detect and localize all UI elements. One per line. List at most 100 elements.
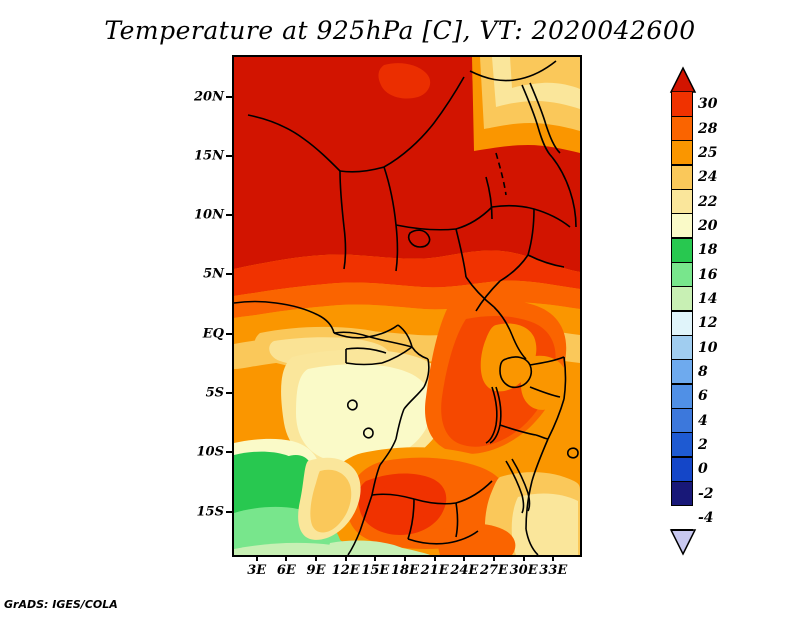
colorbar-arrows xyxy=(669,66,697,556)
colorbar-divider xyxy=(671,310,693,312)
colorbar-tick-label: 22 xyxy=(698,193,718,210)
colorbar-tick-label: 28 xyxy=(698,120,718,137)
colorbar-divider xyxy=(671,456,693,458)
x-axis-tick-label: 27E xyxy=(479,563,508,578)
y-axis-tick-label: 15N xyxy=(194,148,224,164)
y-axis-tick-label: 10S xyxy=(196,444,224,460)
x-axis-tick-mark xyxy=(463,555,466,561)
colorbar-divider xyxy=(671,188,693,191)
colorbar-band xyxy=(671,189,693,214)
colorbar-tick-label: 0 xyxy=(698,461,708,478)
colorbar-divider xyxy=(671,407,693,410)
x-axis-tick-label: 12E xyxy=(331,563,360,578)
colorbar-band xyxy=(671,384,693,409)
colorbar-tick-label: 25 xyxy=(698,144,718,161)
map-plot-area xyxy=(232,55,582,557)
colorbar-tick-label: 2 xyxy=(698,436,708,453)
y-axis-tick-label: 5N xyxy=(203,266,224,282)
colorbar-divider xyxy=(671,529,693,531)
x-axis-tick-mark xyxy=(255,555,258,561)
colorbar-band xyxy=(671,481,693,506)
y-axis-tick-mark xyxy=(226,451,232,454)
colorbar-divider xyxy=(671,334,693,337)
colorbar-band xyxy=(671,116,693,141)
y-axis-tick-mark xyxy=(226,510,232,513)
colorbar-divider xyxy=(671,237,693,239)
colorbar-tick-label: 24 xyxy=(698,169,718,186)
colorbar-divider xyxy=(671,212,693,215)
x-axis-tick-mark xyxy=(285,555,288,561)
colorbar-band xyxy=(671,408,693,433)
colorbar-band xyxy=(671,335,693,360)
colorbar-band xyxy=(671,286,693,311)
colorbar-band xyxy=(671,140,693,165)
colorbar-divider xyxy=(671,285,693,288)
y-axis-tick-label: 15S xyxy=(196,504,224,519)
map-canvas xyxy=(234,57,580,555)
colorbar-band xyxy=(671,165,693,190)
colorbar: 30 28 25 24 22 20 18 16 14 12 10 8 6 4 2 0 -2 -4 xyxy=(668,66,717,556)
x-axis-tick-mark xyxy=(433,555,436,561)
y-axis-tick-mark xyxy=(226,273,232,276)
colorbar-tick-label: 16 xyxy=(698,266,718,283)
colorbar-divider xyxy=(671,383,693,385)
colorbar-divider xyxy=(671,164,693,166)
y-axis-tick-mark xyxy=(226,391,232,394)
colorbar-tick-label: 10 xyxy=(698,339,718,356)
x-axis-tick-label: 24E xyxy=(450,563,479,578)
y-axis-tick-mark xyxy=(226,214,232,217)
x-axis-tick-label: 9E xyxy=(306,563,326,578)
colorbar-band xyxy=(671,238,693,263)
y-axis-tick-mark xyxy=(226,332,232,335)
x-axis-tick-label: 3E xyxy=(247,563,267,578)
colorbar-divider xyxy=(671,139,693,142)
x-axis-tick-label: 30E xyxy=(509,563,538,578)
x-axis-tick-label: 33E xyxy=(539,563,568,578)
y-axis-tick-label: 10N xyxy=(194,207,224,223)
x-axis-tick-mark xyxy=(522,555,525,561)
x-axis-tick-label: 15E xyxy=(361,563,390,578)
x-axis-tick-mark xyxy=(492,555,495,561)
colorbar-tick-label: 14 xyxy=(698,290,718,307)
coastlines-and-borders xyxy=(234,60,579,555)
x-axis-tick-label: 18E xyxy=(391,563,419,578)
x-axis-tick-mark xyxy=(344,555,347,561)
colorbar-over-arrow xyxy=(669,66,697,93)
colorbar-divider xyxy=(671,480,693,483)
colorbar-divider xyxy=(671,504,693,507)
colorbar-tick-label: 18 xyxy=(698,242,718,259)
colorbar-divider xyxy=(671,431,693,434)
colorbar-band xyxy=(671,311,693,336)
colorbar-band xyxy=(671,92,693,117)
x-axis-tick-mark xyxy=(315,555,318,561)
colorbar-divider xyxy=(671,115,693,118)
y-axis-tick-mark xyxy=(226,154,232,157)
colorbar-band xyxy=(671,213,693,238)
colorbar-band xyxy=(671,359,693,384)
y-axis-tick-label: 5S xyxy=(205,385,224,401)
colorbar-band xyxy=(671,262,693,287)
colorbar-under-arrow xyxy=(669,529,697,556)
colorbar-tick-label: 12 xyxy=(698,315,718,332)
footer-credit: GrADS: IGES/COLA xyxy=(4,598,118,611)
y-axis-tick-label: 20N xyxy=(194,89,224,104)
y-axis-tick-mark xyxy=(226,95,232,98)
x-axis-tick-label: 21E xyxy=(420,563,449,578)
colorbar-tick-label: 30 xyxy=(698,96,718,113)
page-title: Temperature at 925hPa [C], VT: 202004260… xyxy=(104,16,696,45)
colorbar-divider xyxy=(671,358,693,361)
colorbar-tick-label: -2 xyxy=(698,485,714,502)
colorbar-divider xyxy=(671,261,693,264)
colorbar-tick-label: 4 xyxy=(698,412,708,429)
colorbar-tick-label: -4 xyxy=(698,509,714,526)
colorbar-band xyxy=(671,457,693,482)
x-axis-tick-mark xyxy=(552,555,555,561)
x-axis-tick-mark xyxy=(374,555,377,561)
x-axis-tick-mark xyxy=(404,555,406,561)
colorbar-tick-label: 6 xyxy=(698,388,708,405)
colorbar-band xyxy=(671,432,693,457)
y-axis-tick-label: EQ xyxy=(202,326,224,342)
colorbar-tick-label: 20 xyxy=(698,217,718,234)
x-axis-tick-label: 6E xyxy=(276,563,296,578)
